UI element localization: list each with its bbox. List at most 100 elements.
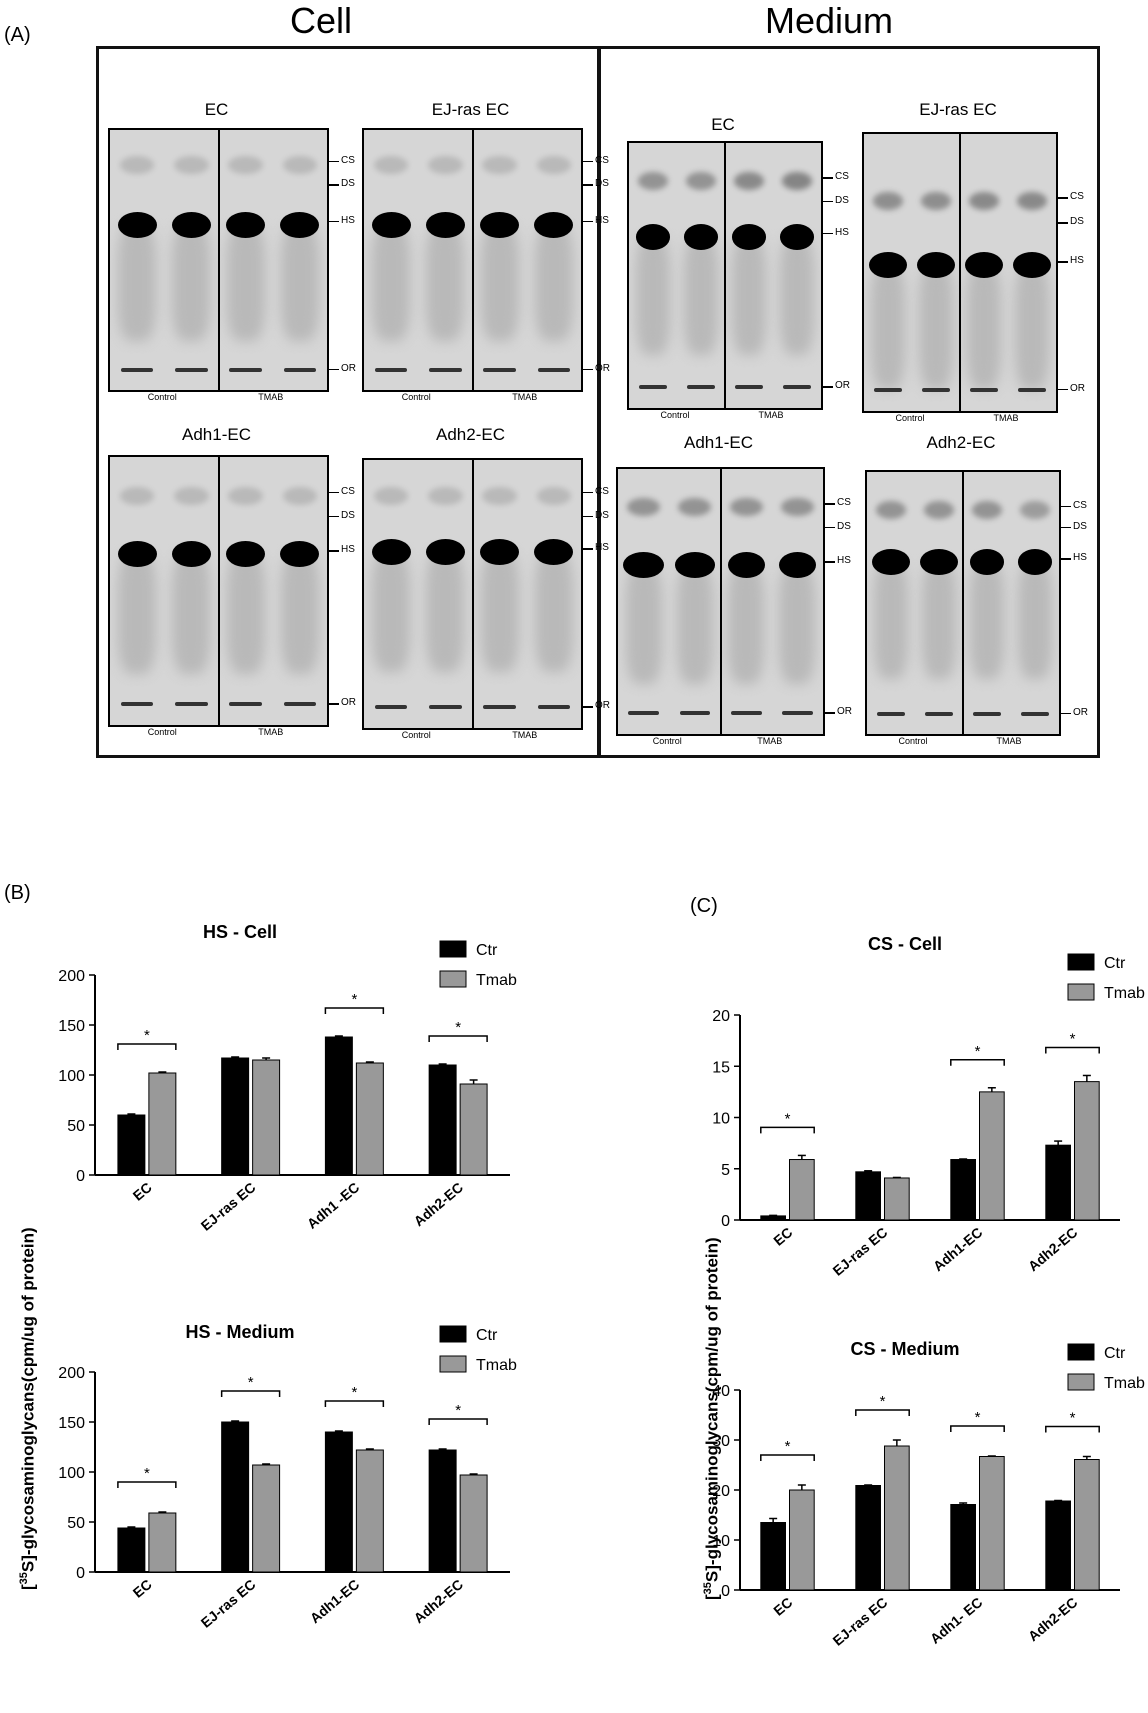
legend-label: Tmab [1104,985,1145,1002]
gel-title: Adh2-EC [436,425,505,444]
hs-band [534,539,574,566]
marker-label: CS [341,154,355,166]
lane-smear [226,223,265,341]
lane-label: TMAB [993,413,1019,423]
x-tick-label: Adh1-EC [307,1576,363,1626]
significance-bracket [1045,1425,1100,1433]
marker-cs: CS [823,497,851,508]
bar [117,1527,146,1573]
significance-bracket [117,1043,177,1050]
lane-smear [280,553,319,675]
hs-band [778,552,816,579]
bar [884,1177,910,1221]
cs-band [174,155,209,174]
marker-tick [1059,712,1071,715]
legend-swatch [439,1325,467,1343]
hs-band [117,541,157,568]
y-tick-label: 0 [76,1168,85,1185]
marker-label: CS [1070,191,1084,203]
marker-tick [581,515,593,518]
significance-bracket [950,1425,1005,1432]
y-tick-label: 20 [712,1008,730,1025]
y-tick-label: 150 [58,1415,85,1432]
bar [979,1091,1005,1221]
lane-smear [480,223,519,341]
origin-band [483,705,516,710]
origin-band [686,385,716,390]
x-tick-label: Adh2-EC [410,1179,466,1229]
origin-band [537,367,571,372]
marker-label: OR [835,380,850,392]
marker-tick [327,220,339,223]
y-tick-label: 40 [712,1383,730,1400]
significance-star: * [455,1402,461,1419]
legend-swatch [1067,983,1095,1001]
marker-tick [581,160,593,163]
hs-band [683,223,719,250]
legend-swatch [439,940,467,958]
marker-tick [821,177,833,179]
marker-label: DS [1073,520,1087,532]
significance-star: * [248,1374,254,1391]
cs-band [733,172,765,191]
significance-bracket [428,1418,488,1425]
marker-hs: HS [1056,255,1084,266]
hs-band [868,252,907,279]
bar [979,1456,1005,1591]
marker-hs: HS [327,215,355,226]
panel-label-c: (C) [690,895,718,917]
bar [950,1504,976,1591]
marker-tick [821,386,833,388]
cs-band [1019,500,1051,519]
bar [884,1445,910,1591]
origin-band [969,387,999,392]
lane-label: Control [895,413,925,423]
bar [148,1072,177,1176]
legend-label: Ctr [476,942,498,959]
cs-band [119,155,155,174]
x-tick-label: EC [770,1594,795,1619]
hs-band [226,211,266,238]
marker-hs: HS [581,542,609,553]
chart-title: HS - Cell [203,922,277,942]
cs-band [872,192,904,211]
bar [148,1512,177,1573]
significance-star: * [785,1110,791,1127]
marker-ds: DS [327,178,355,189]
y-tick-label: 50 [67,1515,85,1532]
marker-label: DS [341,178,355,190]
marker-label: CS [595,154,609,166]
legend-swatch [439,970,467,988]
lane-smear [426,223,465,341]
marker-tick [823,503,835,505]
marker-hs: HS [821,227,849,238]
gel-divider [962,472,964,734]
marker-or: OR [581,363,610,374]
x-tick-label: EJ-ras EC [198,1576,259,1631]
hs-band [731,223,767,250]
cs-band [482,486,517,505]
gel-divider [471,130,474,390]
hs-band [171,211,211,238]
marker-label: HS [595,214,609,226]
gel-blot [862,132,1058,413]
significance-bracket [760,1454,815,1461]
cs-band [968,192,1000,211]
origin-band [1020,711,1050,716]
chart-title: CS - Medium [850,1339,959,1359]
marker-label: HS [1073,552,1087,564]
lane-smear [967,264,1001,389]
lane-smear [172,553,211,675]
marker-label: DS [595,178,609,190]
y-tick-label: 10 [712,1111,730,1128]
y-tick-label: 0 [721,1583,730,1600]
marker-label: DS [837,520,851,532]
y-tick-label: 100 [58,1068,85,1085]
marker-tick [1056,197,1068,199]
lane-label: TMAB [258,727,284,737]
origin-band [782,385,812,390]
lane-label: Control [401,730,431,740]
hs-band [674,552,716,579]
marker-label: HS [595,542,609,554]
hs-band [779,223,815,250]
